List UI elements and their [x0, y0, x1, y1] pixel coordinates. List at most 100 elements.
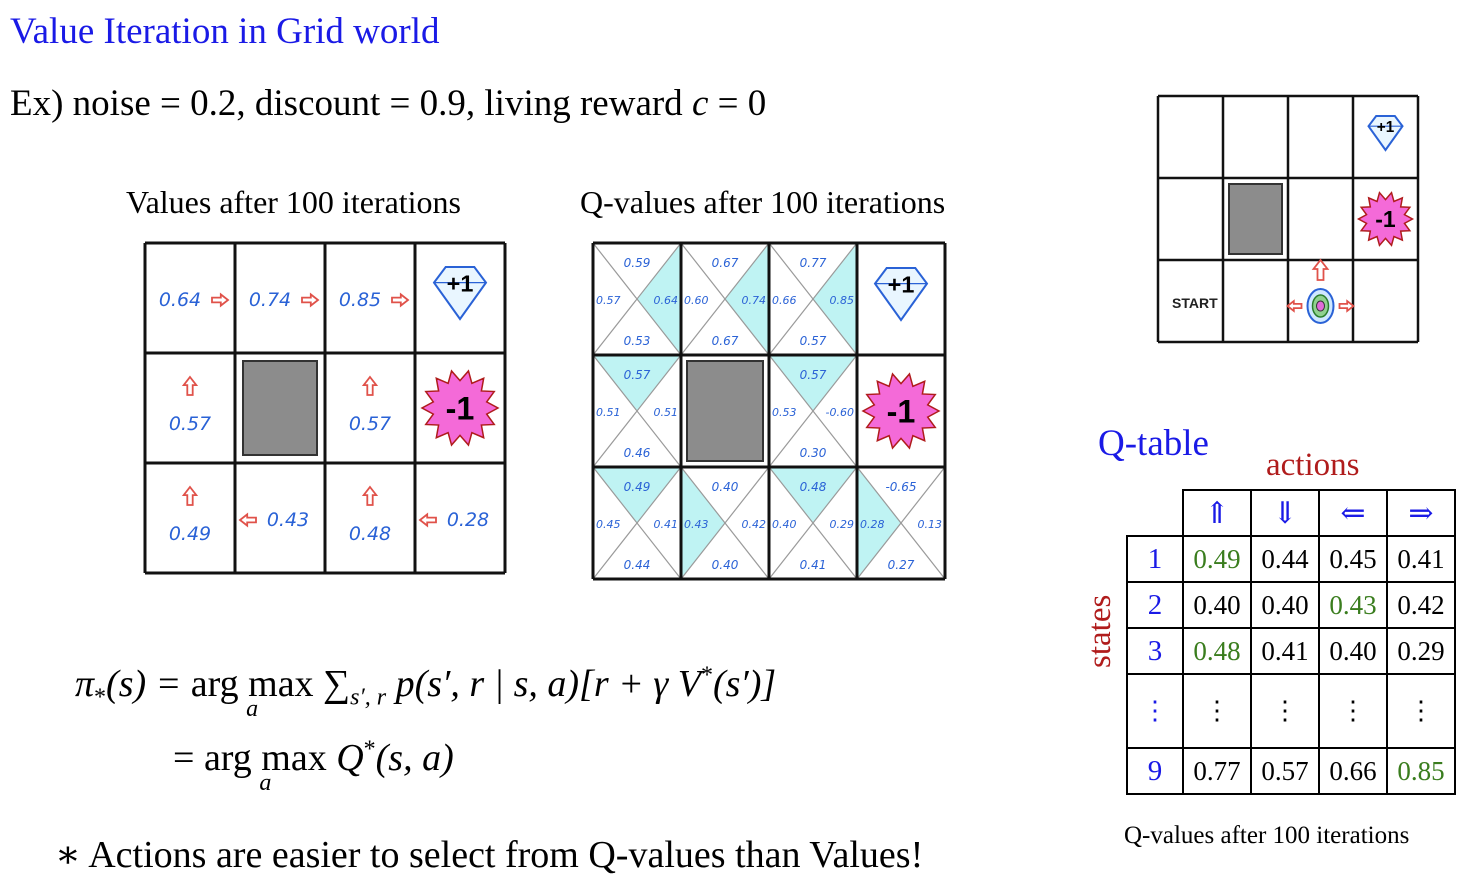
action-left-header: ⇐	[1318, 489, 1388, 537]
q-left-label: 0.60	[684, 294, 709, 307]
plus-one-label: +1	[1377, 119, 1395, 136]
state-label: 3	[1126, 627, 1184, 675]
diamond-plus-one-icon: +1	[873, 267, 929, 322]
q-down-label: 0.40	[712, 558, 739, 572]
best-action-triangle	[593, 467, 681, 523]
diamond-plus-one-icon: +1	[432, 266, 488, 321]
q-cell: 0.57	[1250, 747, 1320, 795]
best-action-triangle	[681, 467, 725, 579]
pi-subscript: *	[94, 684, 107, 711]
wall-block	[1228, 183, 1283, 255]
slide-title: Value Iteration in Grid world	[10, 11, 440, 52]
q-up-label: 0.40	[712, 480, 739, 494]
q-up-label: 0.49	[624, 480, 651, 494]
q-up-label: 0.57	[800, 368, 827, 382]
arrow-left-icon	[1286, 299, 1303, 313]
wall-block	[242, 360, 318, 456]
formula-line2-eq: =	[173, 737, 204, 779]
q-cell: 0.43	[1318, 581, 1388, 629]
example-var: c	[691, 83, 709, 124]
best-action-triangle	[769, 355, 857, 411]
state-value-label: 0.49	[169, 523, 211, 545]
sum-symbol: ∑	[323, 663, 351, 705]
q-cell: 0.66	[1318, 747, 1388, 795]
qtable-title: Q-table	[1098, 423, 1209, 464]
minus-one-label: -1	[446, 390, 475, 426]
q-star: *	[363, 736, 376, 763]
state-value-label: 0.57	[169, 413, 211, 435]
plus-one-label: +1	[447, 271, 474, 297]
q-left-label: 0.45	[596, 518, 621, 531]
argmax-2-sub: a	[259, 770, 272, 796]
q-down-label: 0.46	[624, 446, 651, 460]
best-action-triangle	[637, 243, 681, 355]
example-prefix: Ex) noise = 0.2, discount = 0.9, living …	[10, 83, 692, 124]
q-cell: 0.85	[1386, 747, 1456, 795]
q-right-label: 0.29	[830, 518, 855, 531]
q-cell: 0.49	[1182, 535, 1252, 583]
q-right-label: 0.51	[654, 406, 679, 419]
action-right-header: ⇒	[1386, 489, 1456, 537]
q-left-label: 0.57	[596, 294, 621, 307]
states-label: states	[1082, 594, 1118, 668]
best-action-triangle	[769, 467, 857, 523]
pi-symbol: π	[75, 663, 95, 705]
table-row: 3 0.48 0.41 0.40 0.29	[1126, 627, 1456, 675]
q-values-grid: 0.59 0.53 0.57 0.64 0.67 0.67 0.60 0.74 0.77 0.57…	[591, 241, 947, 581]
q-cell: 0.41	[1250, 627, 1320, 675]
diamond-plus-one-icon: +1	[1367, 115, 1404, 152]
note: ∗ Actions are easier to select from Q-va…	[55, 834, 924, 876]
q-up-label: -0.65	[885, 480, 916, 494]
q-cell-ellipsis: ⋮	[1182, 673, 1252, 749]
q-cell-ellipsis: ⋮	[1318, 673, 1388, 749]
q-right-label: 0.64	[654, 294, 679, 307]
q-down-label: 0.27	[888, 558, 915, 572]
plus-one-label: +1	[888, 272, 915, 298]
burst-minus-one-icon: -1	[420, 369, 500, 447]
q-down-label: 0.30	[800, 446, 827, 460]
q-table-header-row: ⇑ ⇓ ⇐ ⇒	[1127, 489, 1456, 537]
state-label: 9	[1126, 747, 1184, 795]
table-row: 9 0.77 0.57 0.66 0.85	[1126, 747, 1456, 795]
v-star: *	[700, 662, 713, 689]
q-cell-ellipsis: ⋮	[1250, 673, 1320, 749]
q-cell: 0.42	[1386, 581, 1456, 629]
argmax-2: arg max	[203, 737, 327, 779]
state-label: 2	[1126, 581, 1184, 629]
q-left-label: 0.40	[772, 518, 797, 531]
arrow-left-icon	[418, 512, 437, 528]
q-symbol: Q	[326, 737, 364, 779]
start-label: START	[1172, 295, 1218, 311]
state-label: 1	[1126, 535, 1184, 583]
values-grid-caption: Values after 100 iterations	[126, 184, 461, 220]
q-down-label: 0.44	[624, 558, 651, 572]
argmax-1-sub: a	[246, 696, 259, 722]
state-ellipsis: ⋮	[1126, 673, 1184, 749]
argmax-1: arg max	[190, 663, 314, 705]
formula-rhs-1: p(s′, r | s, a)[r + γ V	[386, 663, 701, 705]
q-right-label: 0.85	[830, 294, 855, 307]
formula-lhs-arg: (s) =	[106, 663, 191, 705]
q-down-label: 0.67	[712, 334, 739, 348]
minus-one-label: -1	[1375, 206, 1396, 232]
q-right-label: 0.41	[654, 518, 679, 531]
q-cell: 0.40	[1318, 627, 1388, 675]
table-row: 2 0.40 0.40 0.43 0.42	[1126, 581, 1456, 629]
q-grid-caption: Q-values after 100 iterations	[580, 184, 946, 220]
state-value-label: 0.28	[447, 509, 489, 531]
q-right-label: -0.60	[826, 406, 854, 419]
formula-rhs-1-end: (s′)]	[712, 663, 777, 705]
burst-minus-one-icon: -1	[1356, 191, 1415, 247]
q-cell: 0.41	[1386, 535, 1456, 583]
formula-line2-end: (s, a)	[375, 737, 454, 779]
q-left-label: 0.53	[772, 406, 797, 419]
q-left-label: 0.43	[684, 518, 709, 531]
actions-label: actions	[1266, 447, 1360, 483]
arrow-right-icon	[211, 292, 230, 308]
action-down-header: ⇓	[1250, 489, 1320, 537]
q-up-label: 0.59	[624, 256, 651, 270]
q-down-label: 0.41	[800, 558, 827, 572]
best-action-triangle	[857, 467, 901, 579]
minus-one-label: -1	[887, 393, 916, 429]
arrow-right-icon	[1338, 299, 1355, 313]
